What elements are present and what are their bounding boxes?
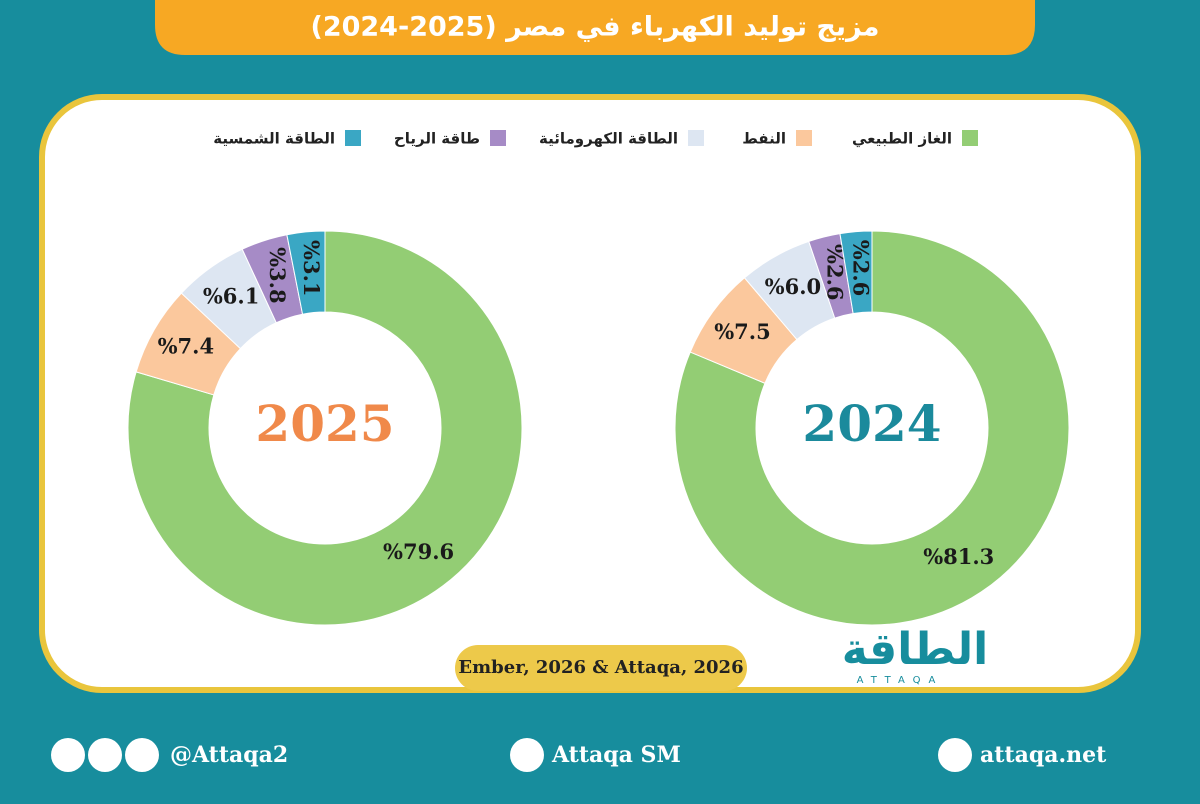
slice	[127, 230, 523, 626]
slice	[674, 230, 1070, 626]
website: attaqa.net	[980, 742, 1107, 768]
legend-label: الطاقة الكهرومائية	[539, 130, 678, 148]
youtube-name: Attaqa SM	[551, 742, 681, 768]
legend-swatch	[345, 130, 361, 146]
web-icon[interactable]	[938, 738, 972, 772]
legend-label: الغاز الطبيعي	[852, 130, 952, 148]
title-banner	[155, 0, 1035, 55]
social-handle: @Attaqa2	[170, 742, 288, 768]
social-icons	[51, 738, 972, 772]
value-label: %3.8	[265, 247, 290, 304]
logo-latin: ATTAQA	[857, 675, 944, 686]
legend-label: النفط	[742, 130, 786, 148]
value-label: %6.0	[765, 274, 822, 299]
value-label: %6.1	[203, 283, 260, 308]
value-label: %3.1	[299, 240, 324, 297]
legend-label: طاقة الرياح	[394, 130, 480, 148]
title: مزيج توليد الكهرباء في مصر (2025-2024)	[310, 12, 879, 43]
legend-swatch	[962, 130, 978, 146]
youtube-icon[interactable]	[510, 738, 544, 772]
facebook-icon[interactable]	[125, 738, 159, 772]
value-label: %79.6	[383, 539, 454, 564]
logo-arabic: الطاقة	[842, 624, 988, 675]
value-label: %7.5	[714, 319, 771, 344]
source-pill	[455, 645, 747, 691]
legend-label: الطاقة الشمسية	[213, 130, 335, 148]
legend-swatch	[688, 130, 704, 146]
legend-swatch	[490, 130, 506, 146]
instagram-icon[interactable]	[88, 738, 122, 772]
legend-swatch	[796, 130, 812, 146]
center-label: 2024	[802, 394, 941, 453]
value-label: %81.3	[923, 544, 994, 569]
slice	[839, 230, 873, 315]
legend: الغاز الطبيعي النفط الطاقة الكهرومائية طاقة…	[213, 130, 978, 148]
source: Ember, 2026 & Attaqa, 2026	[458, 657, 743, 678]
slice	[286, 230, 326, 315]
value-label: %7.4	[158, 334, 215, 359]
x-icon[interactable]	[51, 738, 85, 772]
center-label: 2025	[255, 394, 394, 453]
value-label: %2.6	[848, 240, 873, 297]
